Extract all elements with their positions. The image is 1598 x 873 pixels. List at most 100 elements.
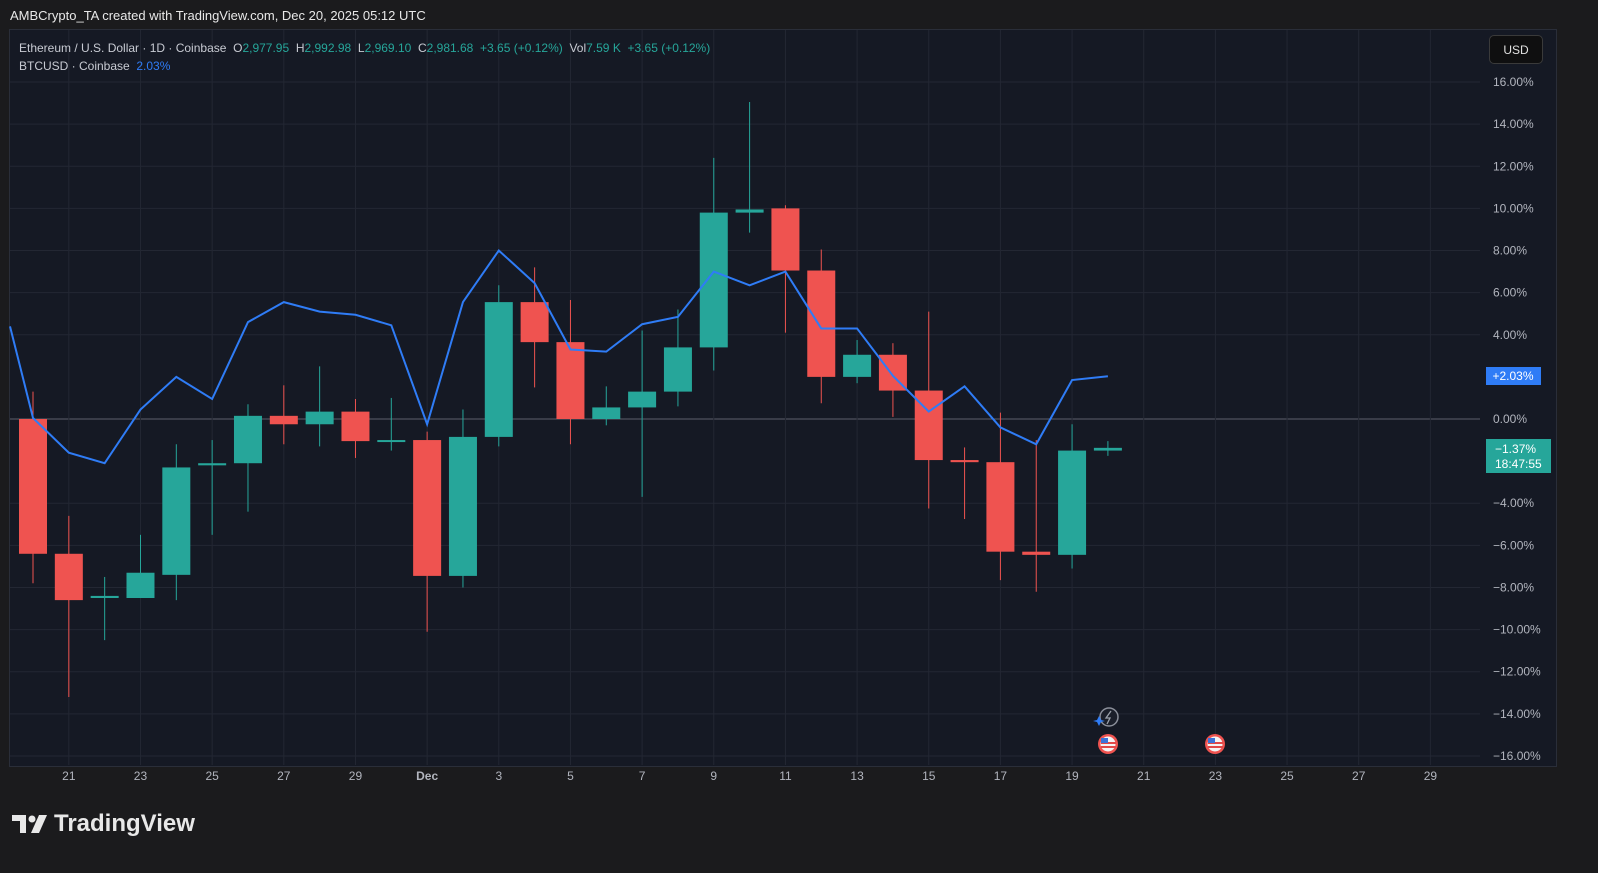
x-tick-label: 21 xyxy=(1137,769,1151,783)
grid-lines xyxy=(10,30,1480,765)
y-tick-label: −6.00% xyxy=(1493,538,1534,552)
x-axis: 21 23 25 27 29 Dec 3 5 7 9 11 13 15 17 19 21 23 25 27 29 xyxy=(62,769,1437,783)
candle-body xyxy=(305,411,334,425)
candle-body xyxy=(556,342,585,419)
chart-legend: Ethereum / U.S. Dollar · 1D · Coinbase O… xyxy=(19,39,710,75)
y-tick-label: −16.00% xyxy=(1493,749,1541,763)
candle-body xyxy=(19,419,47,554)
low-value: 2,969.10 xyxy=(364,41,412,55)
y-tick-label: −4.00% xyxy=(1493,496,1534,510)
compare-title: BTCUSD · Coinbase xyxy=(19,59,130,73)
candle-body xyxy=(592,407,621,419)
logo-text: TradingView xyxy=(54,810,195,837)
main-symbol-legend[interactable]: Ethereum / U.S. Dollar · 1D · Coinbase O… xyxy=(19,39,710,57)
y-tick-label: 8.00% xyxy=(1493,244,1527,258)
candle-body xyxy=(986,462,1015,552)
compare-value: 2.03% xyxy=(136,59,171,73)
x-tick-label: 29 xyxy=(349,769,363,783)
eth-candles xyxy=(19,102,1122,697)
btc-line xyxy=(9,249,1109,465)
y-axis: 16.00% 14.00% 12.00% 10.00% 8.00% 6.00% 4.00% 0… xyxy=(1493,75,1541,763)
y-tick-label: 16.00% xyxy=(1493,75,1534,89)
candle-body xyxy=(341,411,370,442)
y-tick-label: −14.00% xyxy=(1493,707,1541,721)
x-tick-label: 7 xyxy=(639,769,646,783)
candle-body xyxy=(1093,447,1122,451)
x-tick-label: 11 xyxy=(779,769,792,783)
x-tick-label: 5 xyxy=(567,769,574,783)
x-tick-label: 23 xyxy=(1209,769,1223,783)
candle-body xyxy=(663,347,692,392)
y-tick-label: −12.00% xyxy=(1493,665,1541,679)
change-value: +3.65 (+0.12%) xyxy=(480,41,563,55)
candle-body xyxy=(807,270,836,377)
candle-body xyxy=(950,460,979,463)
candle-body xyxy=(843,354,872,377)
close-label: C xyxy=(417,41,427,55)
volume-change: +3.65 (+0.12%) xyxy=(627,41,711,55)
low-label: L xyxy=(357,41,365,55)
candle-body xyxy=(484,302,513,437)
candle-body xyxy=(628,391,657,408)
high-label: H xyxy=(295,41,305,55)
x-tick-label: Dec xyxy=(416,769,438,783)
y-tick-label: 0.00% xyxy=(1493,412,1527,426)
price-badges: +2.03% −1.37% 18:47:55 xyxy=(1486,367,1551,473)
x-tick-label: 17 xyxy=(994,769,1008,783)
x-tick-label: 29 xyxy=(1424,769,1438,783)
candle-body xyxy=(269,415,298,425)
y-tick-label: 14.00% xyxy=(1493,117,1534,131)
open-label: O xyxy=(233,41,243,55)
tradingview-logo-icon xyxy=(12,815,47,833)
eth-badge: −1.37% xyxy=(1495,442,1536,456)
candle-body xyxy=(699,212,728,348)
countdown: 18:47:55 xyxy=(1495,457,1542,471)
candle-body xyxy=(1058,450,1087,555)
candle-body xyxy=(771,208,800,271)
currency-button[interactable]: USD xyxy=(1489,35,1543,64)
y-tick-label: 10.00% xyxy=(1493,201,1534,215)
y-tick-label: 12.00% xyxy=(1493,159,1534,173)
candle-body xyxy=(520,302,549,343)
y-tick-label: 4.00% xyxy=(1493,328,1527,342)
candle-body xyxy=(377,440,406,443)
candle-body xyxy=(162,467,191,575)
x-tick-label: 27 xyxy=(1352,769,1366,783)
x-tick-label: 13 xyxy=(850,769,864,783)
us-flag-icon[interactable] xyxy=(1205,734,1225,754)
candle-body xyxy=(448,436,477,576)
event-markers xyxy=(1093,707,1225,754)
tradingview-logo[interactable]: TradingView xyxy=(12,810,195,838)
flash-icon[interactable] xyxy=(1093,707,1119,727)
x-tick-label: 27 xyxy=(277,769,291,783)
y-tick-label: −10.00% xyxy=(1493,623,1541,637)
compare-symbol-legend[interactable]: BTCUSD · Coinbase 2.03% xyxy=(19,57,710,75)
symbol-title: Ethereum / U.S. Dollar · 1D · Coinbase xyxy=(19,41,227,55)
btc-series-line xyxy=(9,249,1109,465)
btc-badge-bg xyxy=(1486,367,1541,385)
open-value: 2,977.95 xyxy=(242,41,290,55)
candle-body xyxy=(735,209,764,213)
close-value: 2,981.68 xyxy=(426,41,474,55)
candle-body xyxy=(1022,551,1051,555)
candle-body xyxy=(54,553,83,601)
volume-label: Vol xyxy=(569,41,587,55)
volume-value: 7.59 K xyxy=(586,41,621,55)
x-tick-label: 23 xyxy=(134,769,148,783)
x-tick-label: 9 xyxy=(710,769,717,783)
eth-badge-bg xyxy=(1486,439,1551,473)
candle-body xyxy=(233,415,262,464)
high-value: 2,992.98 xyxy=(304,41,352,55)
x-tick-label: 21 xyxy=(62,769,76,783)
us-flag-icon[interactable] xyxy=(1098,734,1118,754)
chart-pane[interactable] xyxy=(9,29,1557,767)
x-tick-label: 25 xyxy=(1280,769,1294,783)
y-tick-label: −8.00% xyxy=(1493,580,1534,594)
x-tick-label: 25 xyxy=(205,769,219,783)
x-tick-label: 19 xyxy=(1065,769,1079,783)
candle-body xyxy=(90,595,119,599)
y-tick-label: 6.00% xyxy=(1493,286,1527,300)
candle-body xyxy=(413,440,442,576)
chart-credit: AMBCrypto_TA created with TradingView.co… xyxy=(10,8,426,23)
